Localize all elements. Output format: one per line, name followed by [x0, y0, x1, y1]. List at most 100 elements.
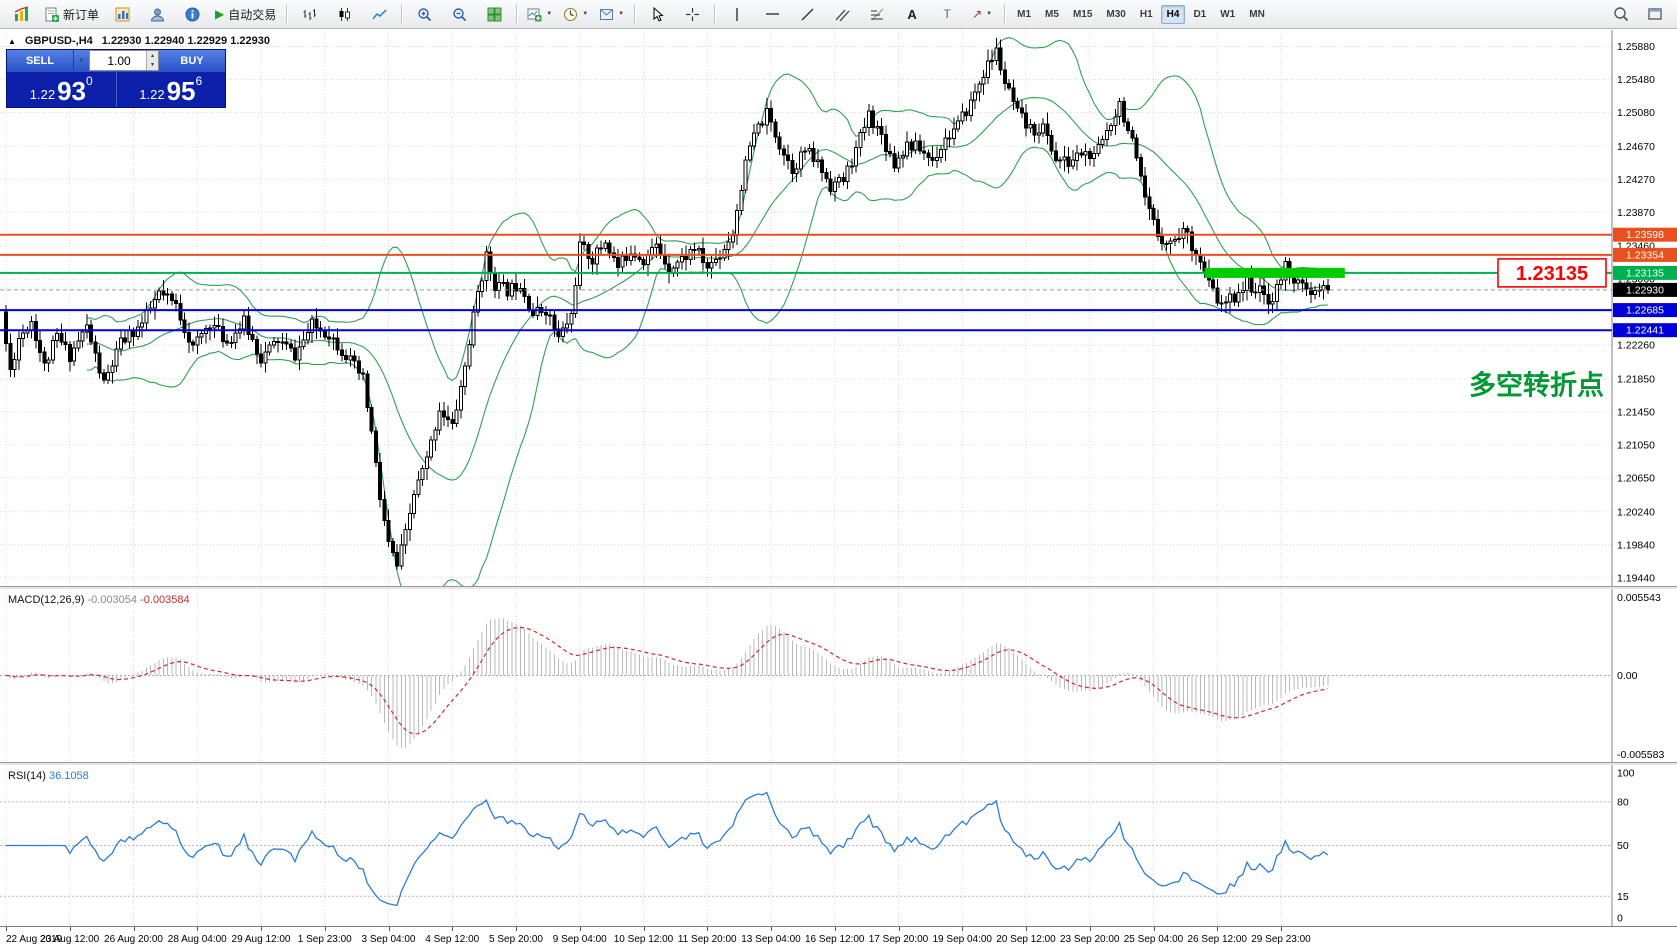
timeframe-mn-button[interactable]: MN	[1249, 8, 1265, 20]
quick-trade-collapse-icon[interactable]: ▲	[8, 36, 16, 46]
time-axis-label: 26 Aug 20:00	[104, 934, 163, 945]
rsi-line	[6, 791, 1329, 907]
sell-price-big: 93	[57, 76, 87, 106]
symbol-search-icon[interactable]	[1604, 2, 1638, 27]
price-chart-canvas[interactable]: 1.23135 多空转折点 1.25880 1.25480 1.25080 1.24670…	[0, 30, 1677, 586]
rsi-axis[interactable]: 100 80 50 15 0	[1611, 765, 1635, 926]
buy-price-big: 95	[166, 76, 196, 106]
time-axis-tick	[6, 927, 7, 931]
expand-window-icon[interactable]	[1638, 2, 1672, 27]
timeframe-m5-button[interactable]: M5	[1045, 8, 1059, 20]
price-box-object[interactable]: 1.23135	[1497, 258, 1607, 288]
svg-text:1.21050: 1.21050	[1617, 439, 1655, 451]
dropdown-caret-icon: ▼	[546, 11, 553, 17]
time-axis-tick	[516, 927, 517, 931]
macd-indicator-canvas[interactable]: 0.005543 0.00 -0.005583	[0, 589, 1677, 762]
bar-chart-icon[interactable]	[292, 2, 326, 27]
timeframe-h4-button[interactable]: H4	[1160, 4, 1186, 24]
order-options-dropdown[interactable]: ▼	[73, 50, 89, 71]
svg-text:1.20240: 1.20240	[1617, 506, 1655, 518]
time-axis-label: 1 Sep 23:00	[297, 934, 352, 945]
new-order-button[interactable]: 新订单	[40, 2, 104, 27]
text-tool-icon[interactable]: A	[895, 2, 929, 27]
svg-text:1.23354: 1.23354	[1626, 249, 1664, 261]
volume-increase-button[interactable]: ▲	[146, 51, 158, 61]
time-axis-label: 3 Sep 04:00	[361, 934, 416, 945]
price-axis[interactable]: 1.25880 1.25480 1.25080 1.24670 1.24270 1.238…	[1611, 30, 1677, 586]
sell-price-display[interactable]: 1.22 93 0	[7, 72, 116, 107]
toolbar-separator	[516, 4, 518, 24]
timeframe-m1-button[interactable]: M1	[1017, 8, 1032, 20]
new-order-icon	[45, 7, 59, 22]
svg-text:-0.005583: -0.005583	[1617, 749, 1664, 761]
crosshair-tool-icon[interactable]	[675, 2, 709, 27]
new-order-label: 新订单	[63, 7, 100, 22]
cursor-tool-icon[interactable]	[640, 2, 674, 27]
timeframe-d1-button[interactable]: D1	[1193, 8, 1207, 20]
annotation-text-object[interactable]: 多空转折点	[1469, 370, 1604, 401]
svg-text:1.22260: 1.22260	[1617, 340, 1655, 352]
panel-divider[interactable]	[0, 762, 1677, 765]
time-axis-label: 20 Sep 12:00	[996, 934, 1056, 945]
svg-text:1.19440: 1.19440	[1617, 572, 1655, 584]
channel-tool-icon[interactable]	[825, 2, 859, 27]
label-tool-icon[interactable]: T	[930, 2, 964, 27]
buy-price-display[interactable]: 1.22 95 6	[115, 72, 226, 107]
time-axis-label: 29 Aug 12:00	[231, 934, 291, 945]
rsi-indicator-canvas[interactable]: 100 80 50 15 0	[0, 765, 1677, 926]
toolbar-accounts-icon[interactable]	[140, 2, 174, 27]
sell-button[interactable]: SELL	[7, 50, 73, 71]
time-axis[interactable]: 22 Aug 2019 23 Aug 12:00 26 Aug 20:00 28 Au…	[0, 926, 1677, 950]
svg-text:0: 0	[1617, 913, 1623, 925]
volume-input[interactable]	[90, 51, 158, 70]
zoom-in-icon[interactable]	[407, 2, 441, 27]
timeframe-h1-button[interactable]: H1	[1139, 8, 1153, 20]
time-axis-label: 23 Sep 20:00	[1060, 934, 1120, 945]
svg-text:80: 80	[1617, 797, 1629, 809]
new-chart-dropdown[interactable]: ▼	[522, 2, 557, 27]
trendline-tool-icon[interactable]	[790, 2, 824, 27]
volume-decrease-button[interactable]: ▼	[146, 60, 158, 70]
svg-text:100: 100	[1617, 768, 1635, 780]
svg-text:1.25480: 1.25480	[1617, 74, 1655, 86]
one-click-trading-panel: SELL ▼ ▲ ▼ BUY 1.22 93 0 1.22 95 6	[6, 49, 226, 108]
timeframe-toolbar: M1 M5 M15 M30 H1 H4 D1 W1 MN	[1010, 4, 1272, 24]
green-segment-object[interactable]	[1204, 267, 1345, 278]
autotrading-button[interactable]: ▶ 自动交易	[210, 2, 281, 27]
svg-text:1.24670: 1.24670	[1617, 141, 1655, 153]
grid-layer	[0, 765, 1612, 926]
time-axis-label: 23 Aug 12:00	[40, 934, 100, 945]
time-axis-tick	[388, 927, 390, 931]
candlestick-chart-icon[interactable]	[327, 2, 361, 27]
horizontal-line-tool-icon[interactable]	[755, 2, 789, 27]
toolbar-info-icon[interactable]	[175, 2, 209, 27]
time-axis-label: 11 Sep 20:00	[677, 934, 737, 945]
svg-text:1.23598: 1.23598	[1626, 229, 1664, 241]
templates-dropdown[interactable]: ▼	[594, 2, 629, 27]
macd-axis[interactable]: 0.005543 0.00 -0.005583	[1611, 589, 1664, 762]
timeframe-w1-button[interactable]: W1	[1220, 8, 1236, 20]
line-chart-icon[interactable]	[362, 2, 396, 27]
toolbar-charts-icon[interactable]	[105, 2, 139, 27]
arrow-tool-icon: ↗	[972, 7, 983, 21]
vertical-line-tool-icon[interactable]	[720, 2, 754, 27]
time-axis-tick	[133, 927, 135, 931]
time-axis-tick	[452, 927, 454, 931]
time-axis-tick	[834, 927, 836, 931]
timeframe-m30-button[interactable]: M30	[1106, 8, 1126, 20]
svg-text:1.24270: 1.24270	[1617, 174, 1655, 186]
time-axis-label: 13 Sep 04:00	[741, 934, 801, 945]
tile-windows-icon[interactable]	[477, 2, 511, 27]
time-axis-label: 26 Sep 12:00	[1187, 934, 1248, 945]
time-axis-tick	[197, 927, 199, 931]
arrow-objects-dropdown[interactable]: ↗ ▼	[965, 2, 999, 27]
periodicity-dropdown[interactable]: ▼	[558, 2, 593, 27]
toolbar-separator	[286, 4, 288, 24]
fibonacci-tool-icon[interactable]	[860, 2, 894, 27]
svg-text:0.00: 0.00	[1617, 670, 1638, 682]
timeframe-m15-button[interactable]: M15	[1072, 8, 1093, 20]
zoom-out-icon[interactable]	[442, 2, 476, 27]
panel-divider[interactable]	[0, 586, 1677, 589]
svg-text:1.22685: 1.22685	[1626, 305, 1664, 317]
buy-button[interactable]: BUY	[159, 50, 225, 71]
